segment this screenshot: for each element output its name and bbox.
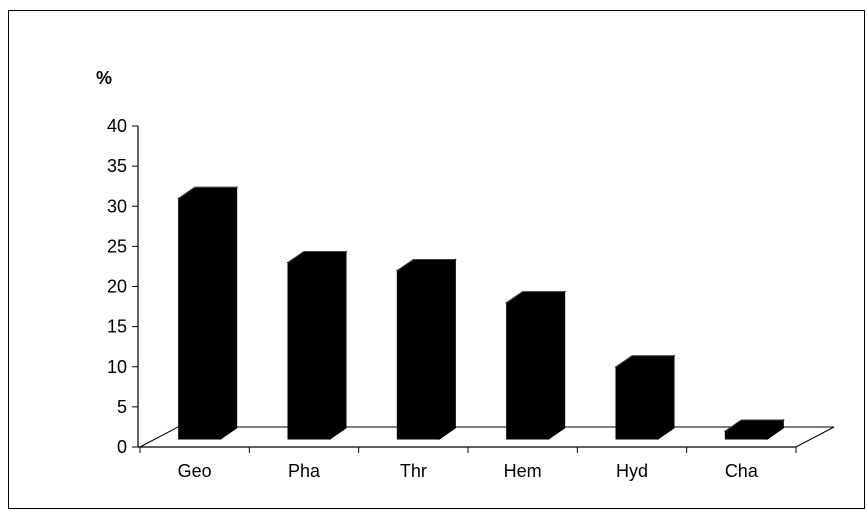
- bar-front: [615, 366, 659, 440]
- bar: [395, 258, 457, 440]
- y-tick-label: 5: [117, 397, 127, 417]
- bar-side: [766, 419, 784, 440]
- bar-side: [438, 258, 456, 440]
- x-tick-label: Geo: [178, 461, 212, 481]
- bar: [286, 250, 348, 440]
- bar: [505, 290, 567, 440]
- x-tick-label: Pha: [288, 461, 321, 481]
- y-tick-label: 40: [107, 116, 127, 136]
- bar-edge: [397, 259, 456, 271]
- bar: [177, 186, 239, 440]
- x-tick-label: Hyd: [616, 461, 648, 481]
- x-tick-label: Thr: [400, 461, 427, 481]
- bar-edge: [506, 291, 565, 303]
- bar-edge: [725, 419, 784, 432]
- bar-edge: [178, 186, 237, 199]
- x-tick-layer: Geo Pha Thr Hem Hyd Cha: [139, 447, 797, 481]
- bar-side: [657, 354, 675, 440]
- y-tick-label: 30: [107, 196, 127, 216]
- bar: [723, 419, 785, 440]
- bar-edge: [615, 355, 674, 368]
- bar-edge: [287, 251, 346, 263]
- bar-side: [329, 250, 347, 440]
- bar-side: [220, 186, 238, 440]
- y-tick-layer: 0 5 10 15 20 25 30 35 40: [107, 116, 138, 457]
- y-tick-label: 10: [107, 357, 127, 377]
- bar: [614, 354, 676, 440]
- y-tick-label: 25: [107, 236, 127, 256]
- y-tick-label: 20: [107, 277, 127, 297]
- bar-layer: [177, 186, 785, 440]
- bar-front: [178, 197, 222, 440]
- bar-front: [396, 269, 440, 440]
- bar-front: [724, 430, 768, 440]
- y-tick-label: 15: [107, 317, 127, 337]
- x-tick-label: Cha: [725, 461, 759, 481]
- bar-side: [548, 290, 566, 440]
- bar-front: [506, 302, 550, 440]
- y-axis-label: %: [96, 68, 112, 88]
- y-tick-label: 0: [117, 437, 127, 457]
- bar-front: [287, 261, 331, 440]
- x-tick-label: Hem: [504, 461, 542, 481]
- y-tick-label: 35: [107, 156, 127, 176]
